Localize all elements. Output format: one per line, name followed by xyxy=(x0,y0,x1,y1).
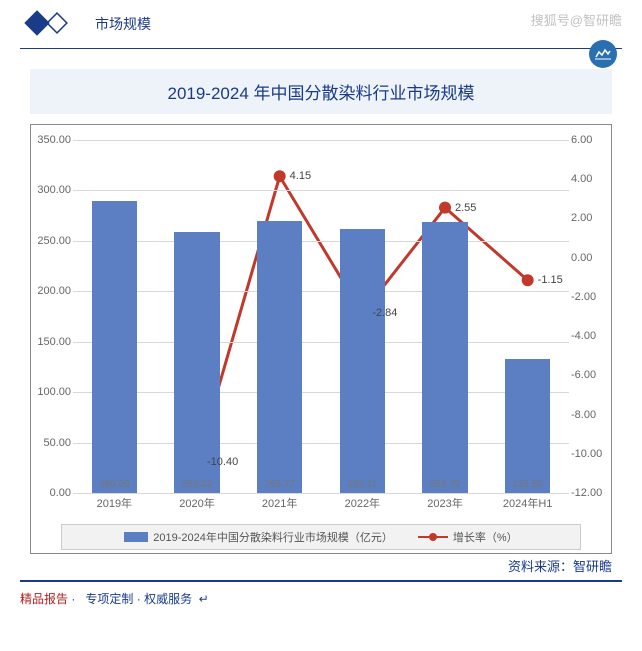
legend-line-swatch xyxy=(418,532,448,542)
legend-bar-label: 2019-2024年中国分散染料行业市场规模（亿元） xyxy=(153,529,393,545)
x-category-label: 2024年H1 xyxy=(503,495,553,511)
legend: 2019-2024年中国分散染料行业市场规模（亿元） 增长率（%） xyxy=(61,524,581,550)
footer-text2: 专项定制 xyxy=(85,592,133,606)
y-left-tick: 250.00 xyxy=(31,235,71,247)
x-category-label: 2019年 xyxy=(97,495,132,511)
footer: 精品报告 · 专项定制 · 权威服务 ↵ xyxy=(20,580,622,607)
bar-value-label: 289.09 xyxy=(99,479,130,490)
bar-value-label: 268.79 xyxy=(430,479,461,490)
footer-sep1: · xyxy=(71,592,75,606)
line-value-label: -1.15 xyxy=(538,274,563,286)
header-title: 市场规模 xyxy=(95,14,151,34)
footer-sep2: · xyxy=(137,592,141,606)
x-category-label: 2022年 xyxy=(345,495,380,511)
footer-text1: 精品报告 xyxy=(20,592,68,606)
y-right-tick: -12.00 xyxy=(571,487,611,499)
y-left-tick: 300.00 xyxy=(31,184,71,196)
chart-title: 2019-2024 年中国分散染料行业市场规模 xyxy=(30,69,612,114)
footer-text3: 权威服务 xyxy=(144,592,192,606)
y-right-tick: 0.00 xyxy=(571,252,611,264)
x-category-label: 2020年 xyxy=(179,495,214,511)
legend-bar-swatch xyxy=(124,532,148,542)
bar xyxy=(257,221,302,493)
line-value-label: -10.40 xyxy=(207,456,238,468)
logo-diamonds xyxy=(20,10,80,38)
legend-line-label: 增长率（%） xyxy=(453,529,518,545)
watermark: 搜狐号@智研瞻 xyxy=(531,10,622,29)
y-right-tick: -4.00 xyxy=(571,330,611,342)
y-right-tick: -8.00 xyxy=(571,409,611,421)
y-right-tick: -2.00 xyxy=(571,291,611,303)
x-category-label: 2023年 xyxy=(427,495,462,511)
bar xyxy=(340,229,385,493)
y-right-tick: -6.00 xyxy=(571,369,611,381)
brand-badge-icon xyxy=(589,40,617,68)
line-value-label: 4.15 xyxy=(290,170,311,182)
y-left-tick: 200.00 xyxy=(31,285,71,297)
line-value-label: 2.55 xyxy=(455,202,476,214)
bar-value-label: 259.02 xyxy=(182,479,213,490)
bar xyxy=(174,232,219,493)
y-left-tick: 0.00 xyxy=(31,487,71,499)
y-left-tick: 150.00 xyxy=(31,336,71,348)
y-right-tick: 6.00 xyxy=(571,134,611,146)
y-right-tick: 2.00 xyxy=(571,212,611,224)
bar xyxy=(422,222,467,493)
line-value-label: -2.84 xyxy=(372,307,397,319)
y-left-tick: 100.00 xyxy=(31,386,71,398)
bar xyxy=(505,359,550,493)
header-divider xyxy=(20,48,622,49)
y-right-tick: 4.00 xyxy=(571,173,611,185)
bar-value-label: 269.77 xyxy=(264,479,295,490)
y-left-tick: 50.00 xyxy=(31,437,71,449)
bar xyxy=(92,201,137,493)
source-text: 资料来源：智研瞻 xyxy=(0,554,642,575)
chart-area: 2019-2024年中国分散染料行业市场规模（亿元） 增长率（%） 0.00 50… xyxy=(30,124,612,554)
y-left-tick: 350.00 xyxy=(31,134,71,146)
y-right-tick: -10.00 xyxy=(571,448,611,460)
bar-value-label: 262.11 xyxy=(347,479,377,490)
x-category-label: 2021年 xyxy=(262,495,297,511)
bar-value-label: 132.85 xyxy=(512,479,543,490)
